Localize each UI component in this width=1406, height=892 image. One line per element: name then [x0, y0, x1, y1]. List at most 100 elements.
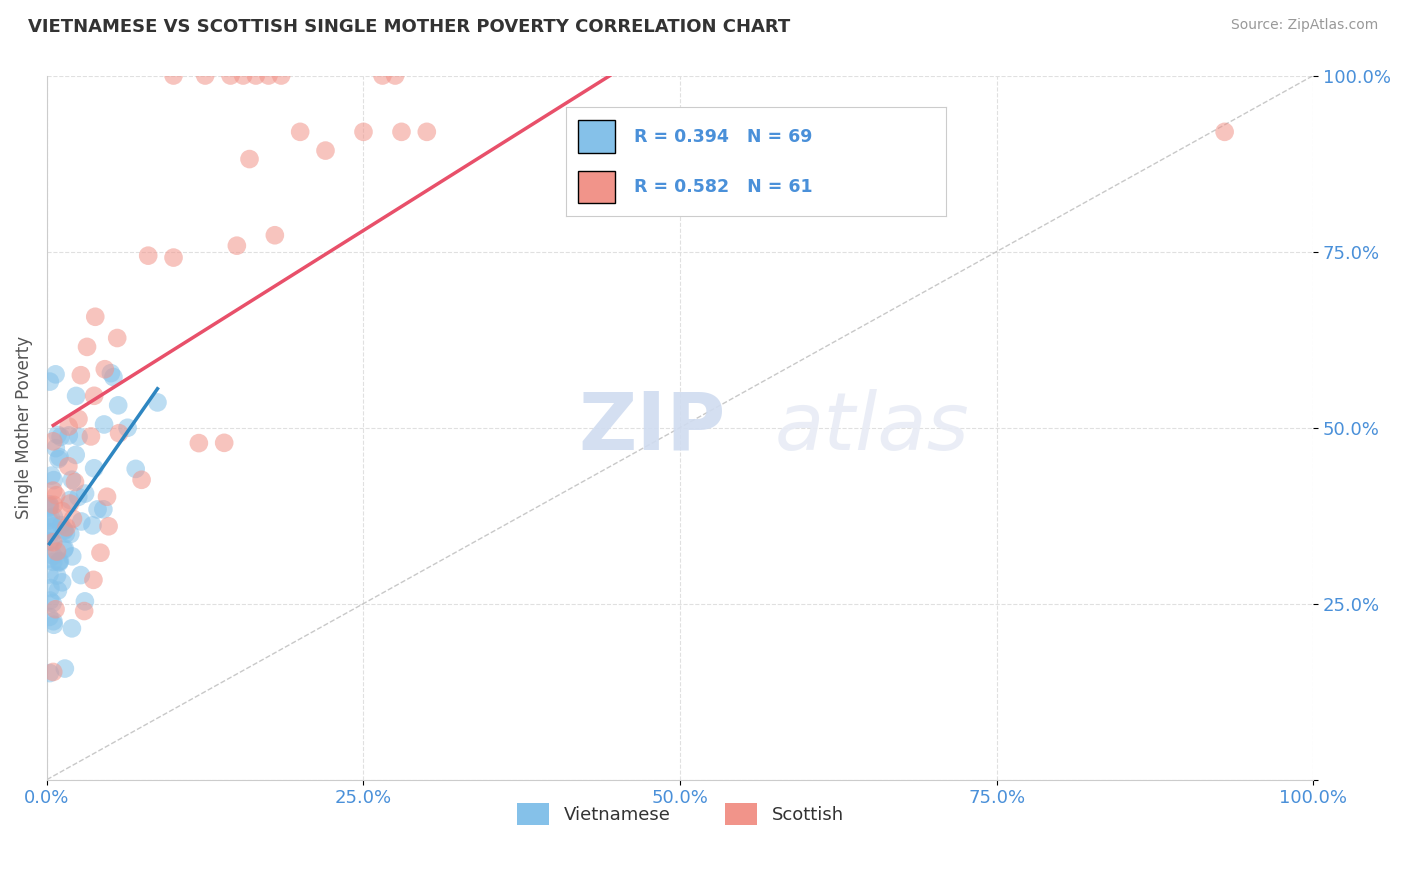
Point — [46, 568, 69, 582]
Point — [97, 519, 120, 533]
Point — [245, 69, 267, 83]
Point — [42, 555, 65, 569]
Point — [353, 125, 375, 139]
Point — [67, 430, 90, 444]
Point — [62, 512, 84, 526]
Point — [49, 554, 72, 568]
Point — [65, 448, 87, 462]
Point — [41, 596, 63, 610]
Point — [270, 69, 292, 83]
Point — [162, 251, 184, 265]
Point — [60, 549, 83, 564]
Point — [38, 525, 60, 540]
Point — [89, 546, 111, 560]
Text: ZIP: ZIP — [579, 389, 725, 467]
Point — [46, 544, 69, 558]
Point — [42, 509, 65, 524]
Point — [219, 69, 242, 83]
Point — [93, 502, 115, 516]
Point — [42, 617, 65, 632]
Point — [49, 518, 72, 533]
Point — [42, 483, 65, 498]
Point — [59, 493, 82, 508]
Point — [187, 436, 209, 450]
Point — [42, 614, 65, 628]
Point — [67, 490, 90, 504]
Point — [38, 513, 60, 527]
Point — [46, 427, 69, 442]
Point — [315, 144, 337, 158]
Point — [45, 602, 67, 616]
Point — [42, 473, 65, 487]
Point — [53, 662, 76, 676]
Point — [45, 441, 67, 455]
Point — [84, 310, 107, 324]
Point — [69, 568, 91, 582]
Point — [162, 69, 184, 83]
Point — [48, 450, 70, 465]
Point — [52, 542, 75, 557]
Text: Source: ZipAtlas.com: Source: ZipAtlas.com — [1230, 18, 1378, 32]
Point — [83, 461, 105, 475]
Point — [39, 593, 62, 607]
Point — [125, 462, 148, 476]
Point — [238, 152, 260, 166]
Point — [48, 452, 70, 467]
Point — [39, 525, 62, 540]
Point — [42, 549, 65, 563]
Legend: Vietnamese, Scottish: Vietnamese, Scottish — [508, 794, 852, 834]
Point — [73, 594, 96, 608]
Point — [63, 475, 86, 489]
Point — [46, 583, 69, 598]
Point — [41, 468, 63, 483]
Point — [105, 331, 128, 345]
Point — [38, 534, 60, 549]
Point — [45, 488, 67, 502]
Point — [131, 473, 153, 487]
Point — [194, 69, 217, 83]
Point — [94, 362, 117, 376]
Point — [45, 368, 67, 382]
Point — [257, 69, 280, 83]
Text: atlas: atlas — [775, 389, 970, 467]
Point — [107, 398, 129, 412]
Point — [103, 370, 125, 384]
Point — [48, 555, 70, 569]
Point — [42, 498, 65, 512]
Point — [55, 520, 77, 534]
Point — [212, 435, 235, 450]
Point — [51, 504, 73, 518]
Point — [82, 573, 104, 587]
Point — [391, 125, 413, 139]
Point — [100, 366, 122, 380]
Point — [39, 581, 62, 595]
Point — [288, 125, 311, 139]
Point — [49, 430, 72, 444]
Point — [39, 510, 62, 524]
Point — [53, 541, 76, 556]
Point — [60, 621, 83, 635]
Point — [58, 428, 80, 442]
Point — [75, 486, 97, 500]
Point — [117, 421, 139, 435]
Point — [146, 395, 169, 409]
Point — [225, 238, 247, 252]
Point — [76, 340, 98, 354]
Point — [48, 556, 70, 570]
Point — [70, 368, 93, 383]
Point — [38, 497, 60, 511]
Point — [38, 551, 60, 566]
Point — [38, 567, 60, 582]
Point — [73, 604, 96, 618]
Point — [80, 429, 103, 443]
Point — [1213, 125, 1236, 139]
Y-axis label: Single Mother Poverty: Single Mother Poverty — [15, 336, 32, 519]
Point — [42, 434, 65, 449]
Point — [58, 459, 80, 474]
Point — [384, 69, 406, 83]
Point — [39, 499, 62, 513]
Point — [108, 426, 131, 441]
Point — [53, 524, 76, 538]
Point — [58, 419, 80, 434]
Text: VIETNAMESE VS SCOTTISH SINGLE MOTHER POVERTY CORRELATION CHART: VIETNAMESE VS SCOTTISH SINGLE MOTHER POV… — [28, 18, 790, 36]
